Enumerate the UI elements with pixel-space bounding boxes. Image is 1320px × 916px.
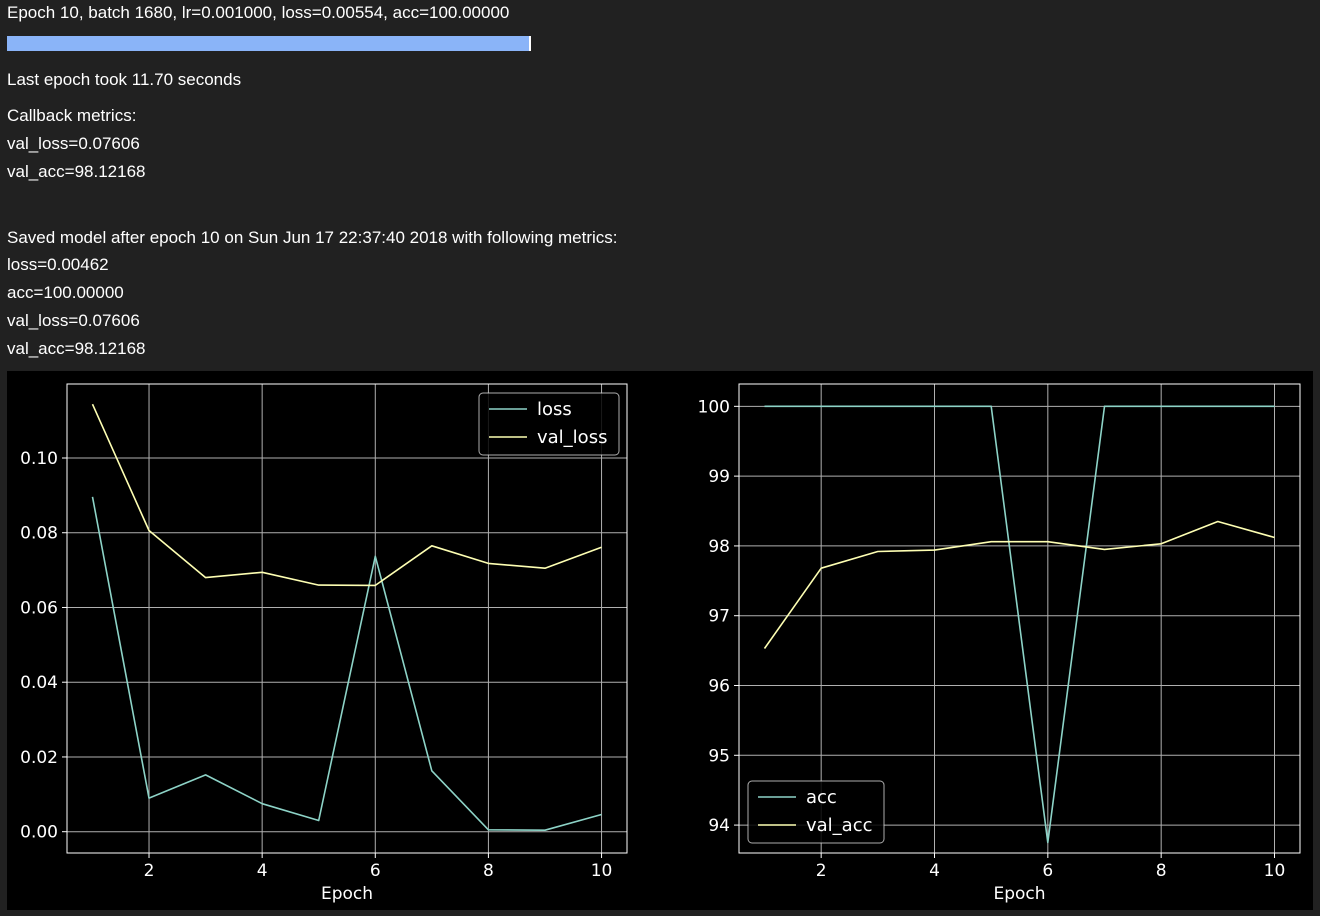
y-tick-label: 97 (708, 607, 730, 627)
chart-1: 2 4 6 8 10 0.00 0.02 0.04 0.06 0.08 0.10 Epoch loss v… (20, 383, 628, 904)
x-tick-label: 6 (1042, 861, 1053, 881)
status-line: Epoch 10, batch 1680, lr=0.001000, loss=… (7, 3, 510, 22)
callback-val-loss: val_loss=0.07606 (7, 134, 140, 153)
saved-val-acc: val_acc=98.12168 (7, 339, 146, 358)
callback-header: Callback metrics: (7, 106, 137, 125)
x-axis-label: Epoch (993, 884, 1045, 904)
y-tick-label: 98 (708, 537, 730, 557)
x-tick-label: 8 (1156, 861, 1167, 881)
x-tick-label: 10 (591, 861, 613, 881)
y-tick-label: 0.02 (20, 748, 58, 768)
x-tick-label: 6 (370, 861, 381, 881)
chart-2: 2 4 6 8 10 94 95 96 97 98 99 100 Epoch acc val_acc (698, 383, 1301, 904)
saved-acc: acc=100.00000 (7, 283, 124, 302)
y-tick-label: 100 (698, 397, 730, 417)
y-tick-label: 96 (708, 677, 730, 697)
x-tick-label: 4 (257, 861, 268, 881)
y-tick-label: 0.10 (20, 449, 58, 469)
x-tick-label: 10 (1264, 861, 1286, 881)
legend-label-loss: loss (537, 399, 572, 420)
x-tick-label: 8 (483, 861, 494, 881)
axes-frame (738, 383, 1301, 854)
series-line-loss (91, 496, 602, 832)
legend-label-acc: acc (806, 787, 837, 808)
training-plots-figure: 2 4 6 8 10 0.00 0.02 0.04 0.06 0.08 0.10 Epoch loss v… (7, 371, 1313, 910)
y-tick-label: 99 (708, 467, 730, 487)
legend: loss val_loss (478, 392, 620, 456)
y-tick-label: 0.04 (20, 673, 58, 693)
series-line-acc (764, 405, 1275, 844)
progress-bar (7, 36, 531, 51)
x-tick-label: 2 (816, 861, 827, 881)
x-tick-label: 4 (929, 861, 940, 881)
progress-end-marker (529, 36, 531, 51)
y-tick-label: 0.00 (20, 823, 58, 843)
saved-model-line: Saved model after epoch 10 on Sun Jun 17… (7, 228, 618, 247)
legend-label-val_acc: val_acc (806, 815, 873, 836)
y-tick-label: 94 (708, 816, 730, 836)
saved-loss: loss=0.00462 (7, 255, 109, 274)
legend: acc val_acc (747, 780, 885, 844)
y-tick-label: 0.06 (20, 598, 58, 618)
progress-fill (7, 36, 531, 51)
series-line-val_loss (91, 403, 602, 587)
callback-val-acc: val_acc=98.12168 (7, 162, 146, 181)
epoch-time-line: Last epoch took 11.70 seconds (7, 70, 242, 89)
legend-label-val_loss: val_loss (537, 427, 607, 448)
y-tick-label: 95 (708, 746, 730, 766)
saved-val-loss: val_loss=0.07606 (7, 311, 140, 330)
x-axis-label: Epoch (321, 884, 373, 904)
axes-frame (66, 383, 628, 854)
y-tick-label: 0.08 (20, 524, 58, 544)
x-tick-label: 2 (144, 861, 155, 881)
series-line-val_acc (763, 520, 1275, 649)
training-plots-svg: 2 4 6 8 10 0.00 0.02 0.04 0.06 0.08 0.10 Epoch loss v… (20, 383, 1301, 904)
